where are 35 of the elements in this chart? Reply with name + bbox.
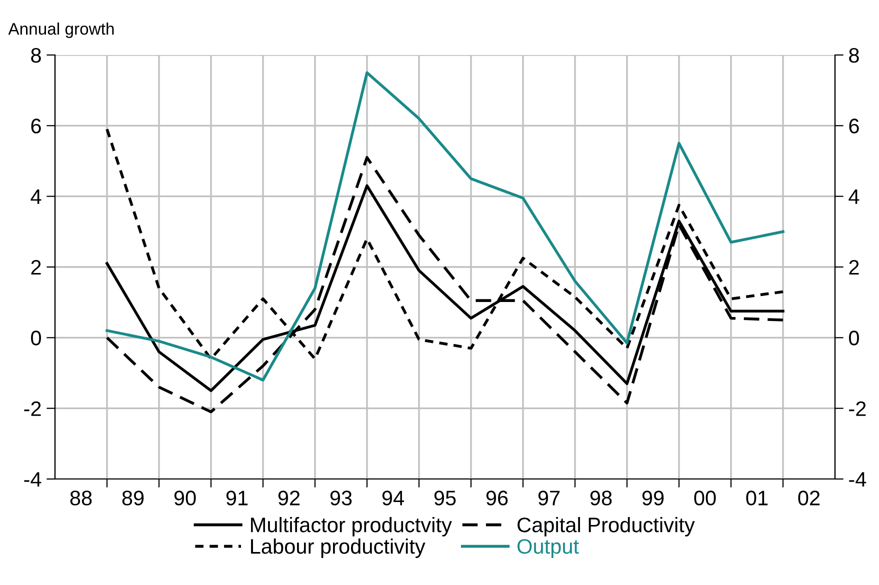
y2-tick-label: -4 (849, 472, 866, 487)
y2-tick-label: 4 (848, 190, 860, 204)
legend-label: Labour productivity (251, 538, 426, 558)
y-tick-label: -2 (24, 401, 41, 416)
legend-label: Capital Productivity (518, 517, 695, 536)
y-tick-label: 4 (30, 190, 42, 204)
x-tick-label: 95 (434, 490, 456, 506)
x-tick-label: 88 (70, 490, 92, 506)
y-tick-label: -4 (24, 472, 42, 487)
x-tick-label: 91 (226, 490, 248, 506)
x-tick-label: 98 (590, 490, 612, 506)
y-tick-label: 2 (31, 260, 41, 275)
x-tick-label: 00 (694, 490, 716, 506)
x-tick-label: 99 (642, 490, 664, 506)
x-tick-label: 01 (746, 490, 768, 506)
x-tick-label: 02 (798, 490, 820, 506)
x-tick-label: 94 (382, 490, 404, 506)
y-tick-label: 0 (31, 330, 41, 346)
y2-tick-label: 0 (849, 330, 859, 346)
x-tick-label: 89 (122, 490, 144, 506)
x-tick-label: 92 (278, 490, 300, 506)
y-axis-title: Annual growth (8, 22, 114, 38)
x-tick-label: 90 (174, 490, 196, 506)
legend-label: Output (518, 539, 579, 558)
x-tick-label: 97 (538, 490, 560, 506)
legend-label: Multifactor productvity (251, 517, 452, 536)
x-tick-label: 93 (330, 490, 352, 506)
y2-tick-label: 8 (849, 48, 859, 63)
line-series (106, 71, 784, 382)
x-tick-label: 96 (486, 490, 508, 506)
y2-tick-label: 2 (849, 260, 859, 275)
y-tick-label: 8 (31, 48, 41, 63)
y2-tick-label: 6 (849, 118, 859, 134)
y-tick-label: 6 (31, 118, 41, 134)
y2-tick-label: -2 (849, 401, 866, 416)
